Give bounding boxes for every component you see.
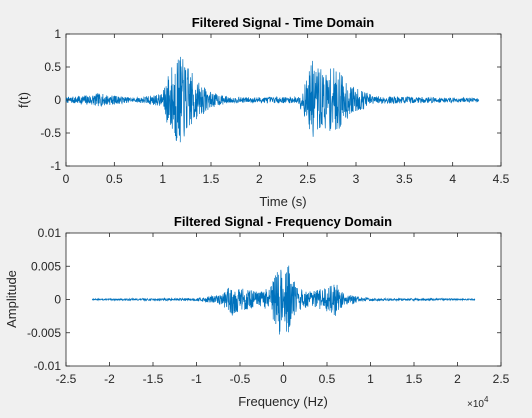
frequency-domain-ytick-label: -0.01 bbox=[34, 359, 62, 373]
time-domain-x-ticks: 0 0.5 1 1.5 2 2.5 3 3.5 4 4.5 bbox=[63, 34, 510, 186]
time-domain-xtick-label: 2 bbox=[256, 172, 263, 186]
frequency-domain-title: Filtered Signal - Frequency Domain bbox=[174, 214, 392, 229]
time-domain-xtick-label: 0.5 bbox=[106, 172, 123, 186]
frequency-domain-xtick-label: -2.5 bbox=[56, 372, 77, 386]
frequency-domain-xtick-label: 1 bbox=[367, 372, 374, 386]
time-domain-xtick-label: 0 bbox=[63, 172, 70, 186]
time-domain-y-ticks: 1 0.5 0 -0.5 -1 bbox=[40, 27, 501, 173]
frequency-domain-xtick-label: 0.5 bbox=[319, 372, 336, 386]
frequency-domain-x-ticks: -2.5 -2 -1.5 -1 -0.5 0 0.5 1 1.5 2 2.5 bbox=[56, 233, 510, 386]
frequency-domain-ytick-label: 0.01 bbox=[38, 226, 62, 240]
frequency-domain-xtick-label: 2 bbox=[454, 372, 461, 386]
time-domain-ytick-label: -1 bbox=[50, 159, 61, 173]
time-domain-xtick-label: 4.5 bbox=[493, 172, 510, 186]
frequency-domain-xtick-label: -0.5 bbox=[230, 372, 251, 386]
time-domain-xtick-label: 1.5 bbox=[203, 172, 220, 186]
time-domain-axes: Filtered Signal - Time Domain 0 0.5 1 1.5 2 2… bbox=[16, 15, 510, 209]
time-domain-title: Filtered Signal - Time Domain bbox=[192, 15, 375, 30]
frequency-domain-xtick-label: -1 bbox=[191, 372, 202, 386]
time-domain-ytick-label: 0.5 bbox=[44, 60, 61, 74]
time-domain-xtick-label: 1 bbox=[159, 172, 166, 186]
frequency-domain-xtick-label: -1.5 bbox=[143, 372, 164, 386]
frequency-domain-y-ticks: 0.01 0.005 0 -0.005 -0.01 bbox=[27, 226, 501, 373]
frequency-domain-ytick-label: -0.005 bbox=[27, 326, 61, 340]
time-domain-xtick-label: 3.5 bbox=[396, 172, 413, 186]
time-domain-xtick-label: 4 bbox=[449, 172, 456, 186]
time-domain-ytick-label: 0 bbox=[54, 93, 61, 107]
time-domain-xlabel: Time (s) bbox=[259, 194, 306, 209]
frequency-domain-ylabel: Amplitude bbox=[4, 270, 19, 328]
time-domain-xtick-label: 2.5 bbox=[299, 172, 316, 186]
time-domain-ylabel: f(t) bbox=[16, 92, 31, 108]
time-domain-xtick-label: 3 bbox=[353, 172, 360, 186]
frequency-domain-ytick-label: 0.005 bbox=[31, 259, 61, 273]
time-domain-ytick-label: -0.5 bbox=[40, 126, 61, 140]
frequency-domain-xlabel: Frequency (Hz) bbox=[238, 394, 328, 409]
frequency-domain-ytick-label: 0 bbox=[54, 293, 61, 307]
time-domain-ytick-label: 1 bbox=[54, 27, 61, 41]
frequency-domain-axes: Filtered Signal - Frequency Domain -2.5-… bbox=[4, 214, 510, 410]
frequency-domain-signal-line bbox=[91, 265, 476, 335]
frequency-domain-xtick-label: -2 bbox=[104, 372, 115, 386]
frequency-domain-xtick-label: 0 bbox=[280, 372, 287, 386]
frequency-domain-xtick-label: 2.5 bbox=[493, 372, 510, 386]
time-domain-signal-line bbox=[65, 56, 480, 143]
x-axis-multiplier: ×104 bbox=[467, 395, 489, 410]
frequency-domain-xtick-label: 1.5 bbox=[406, 372, 423, 386]
